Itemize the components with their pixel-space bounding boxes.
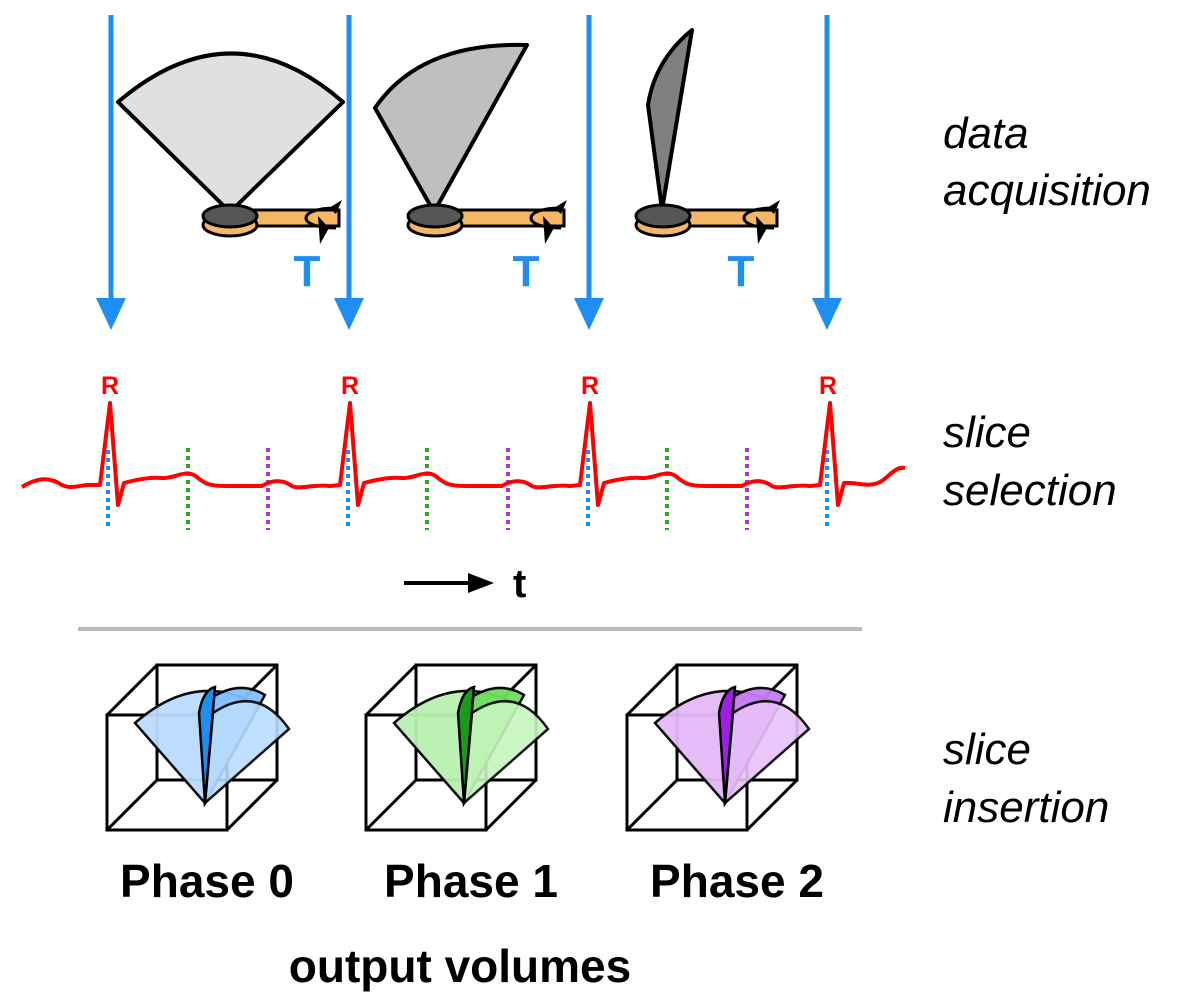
rotating-transducer bbox=[406, 200, 567, 244]
phase2-markers bbox=[266, 448, 749, 530]
trigger-arrow bbox=[334, 15, 364, 330]
time-label: t bbox=[513, 562, 526, 606]
trigger-arrow bbox=[96, 15, 126, 330]
time-arrow bbox=[404, 573, 494, 593]
transducer-label: T bbox=[294, 247, 321, 296]
transducer-label: T bbox=[513, 247, 540, 296]
output-volume bbox=[364, 663, 550, 832]
r-peak-label: R bbox=[101, 372, 119, 400]
r-peak-label: R bbox=[341, 372, 359, 400]
phase0-markers bbox=[106, 450, 829, 530]
phase-label-1: Phase 1 bbox=[384, 855, 558, 907]
acquisition-row: T T T bbox=[96, 15, 842, 330]
r-peak-label: R bbox=[581, 372, 599, 400]
phase1-markers bbox=[186, 448, 669, 530]
selection-row: R R R R t bbox=[20, 372, 906, 606]
ultrasound-fan bbox=[116, 51, 345, 214]
stage-label-acquisition-line2: acquisition bbox=[943, 166, 1151, 215]
ecg-trace bbox=[20, 401, 906, 507]
output-caption: output volumes bbox=[289, 940, 631, 992]
phase-label-2: Phase 2 bbox=[650, 855, 824, 907]
stage-label-insertion-line1: slice bbox=[943, 725, 1031, 774]
output-volume bbox=[625, 663, 811, 832]
stage-label-selection-line1: slice bbox=[943, 408, 1031, 457]
ultrasound-fan bbox=[373, 42, 529, 214]
trigger-arrow bbox=[574, 15, 604, 330]
phase-label-0: Phase 0 bbox=[120, 855, 294, 907]
transducer-label: T bbox=[728, 247, 755, 296]
rotating-transducer bbox=[201, 200, 342, 244]
stage-label-acquisition-line1: data bbox=[943, 109, 1029, 158]
rotating-transducer bbox=[634, 200, 780, 244]
r-peak-label: R bbox=[819, 372, 837, 400]
ultrasound-fan bbox=[646, 28, 694, 212]
trigger-arrow bbox=[812, 15, 842, 330]
stage-label-selection-line2: selection bbox=[943, 466, 1117, 515]
output-volume bbox=[105, 663, 291, 832]
stage-label-insertion-line2: insertion bbox=[943, 783, 1109, 832]
